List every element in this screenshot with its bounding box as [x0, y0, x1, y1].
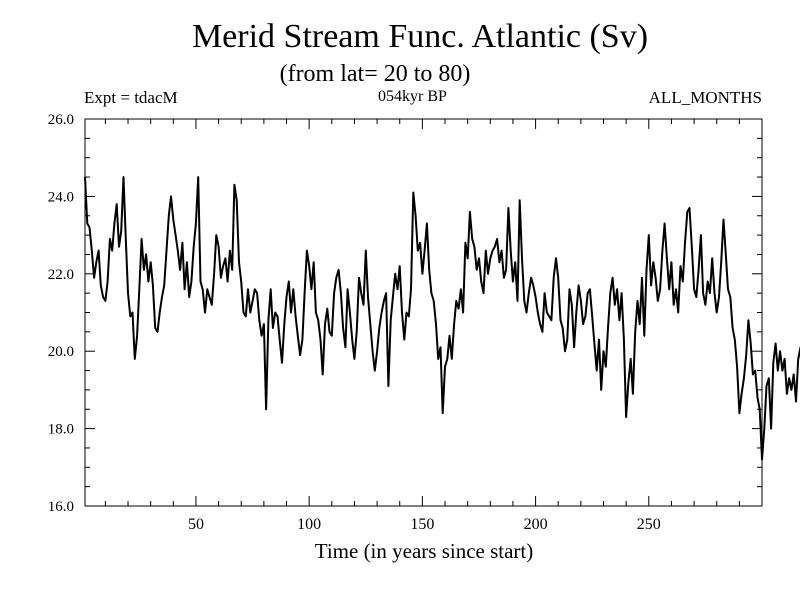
chart-title: Merid Stream Func. Atlantic (Sv) — [191, 18, 649, 55]
y-tick-label: 18.0 — [48, 422, 74, 438]
series-line — [84, 176, 800, 461]
y-tick-label: 24.0 — [48, 189, 74, 205]
x-axis-label: Time (in years since start) — [314, 539, 534, 563]
y-tick-label: 20.0 — [48, 344, 74, 360]
x-tick-label: 100 — [297, 516, 321, 533]
y-tick-label: 26.0 — [48, 112, 74, 128]
axis-tick-labels: 50 100 150 200 250 16.0 18.0 20.0 22.0 24.0 26.0 — [48, 112, 661, 533]
period-label: 054kyr BP — [378, 88, 447, 105]
y-tick-label: 16.0 — [48, 499, 74, 515]
x-tick-label: 50 — [188, 516, 204, 533]
months-label: ALL_MONTHS — [648, 88, 762, 107]
plot-frame — [84, 118, 763, 507]
axis-ticks — [85, 119, 762, 506]
x-tick-label: 150 — [410, 516, 434, 533]
experiment-label: Expt = tdacM — [84, 88, 178, 107]
x-tick-label: 200 — [524, 516, 548, 533]
x-tick-label: 250 — [637, 516, 661, 533]
chart-subtitle: (from lat= 20 to 80) — [279, 61, 471, 87]
y-tick-label: 22.0 — [48, 267, 74, 283]
